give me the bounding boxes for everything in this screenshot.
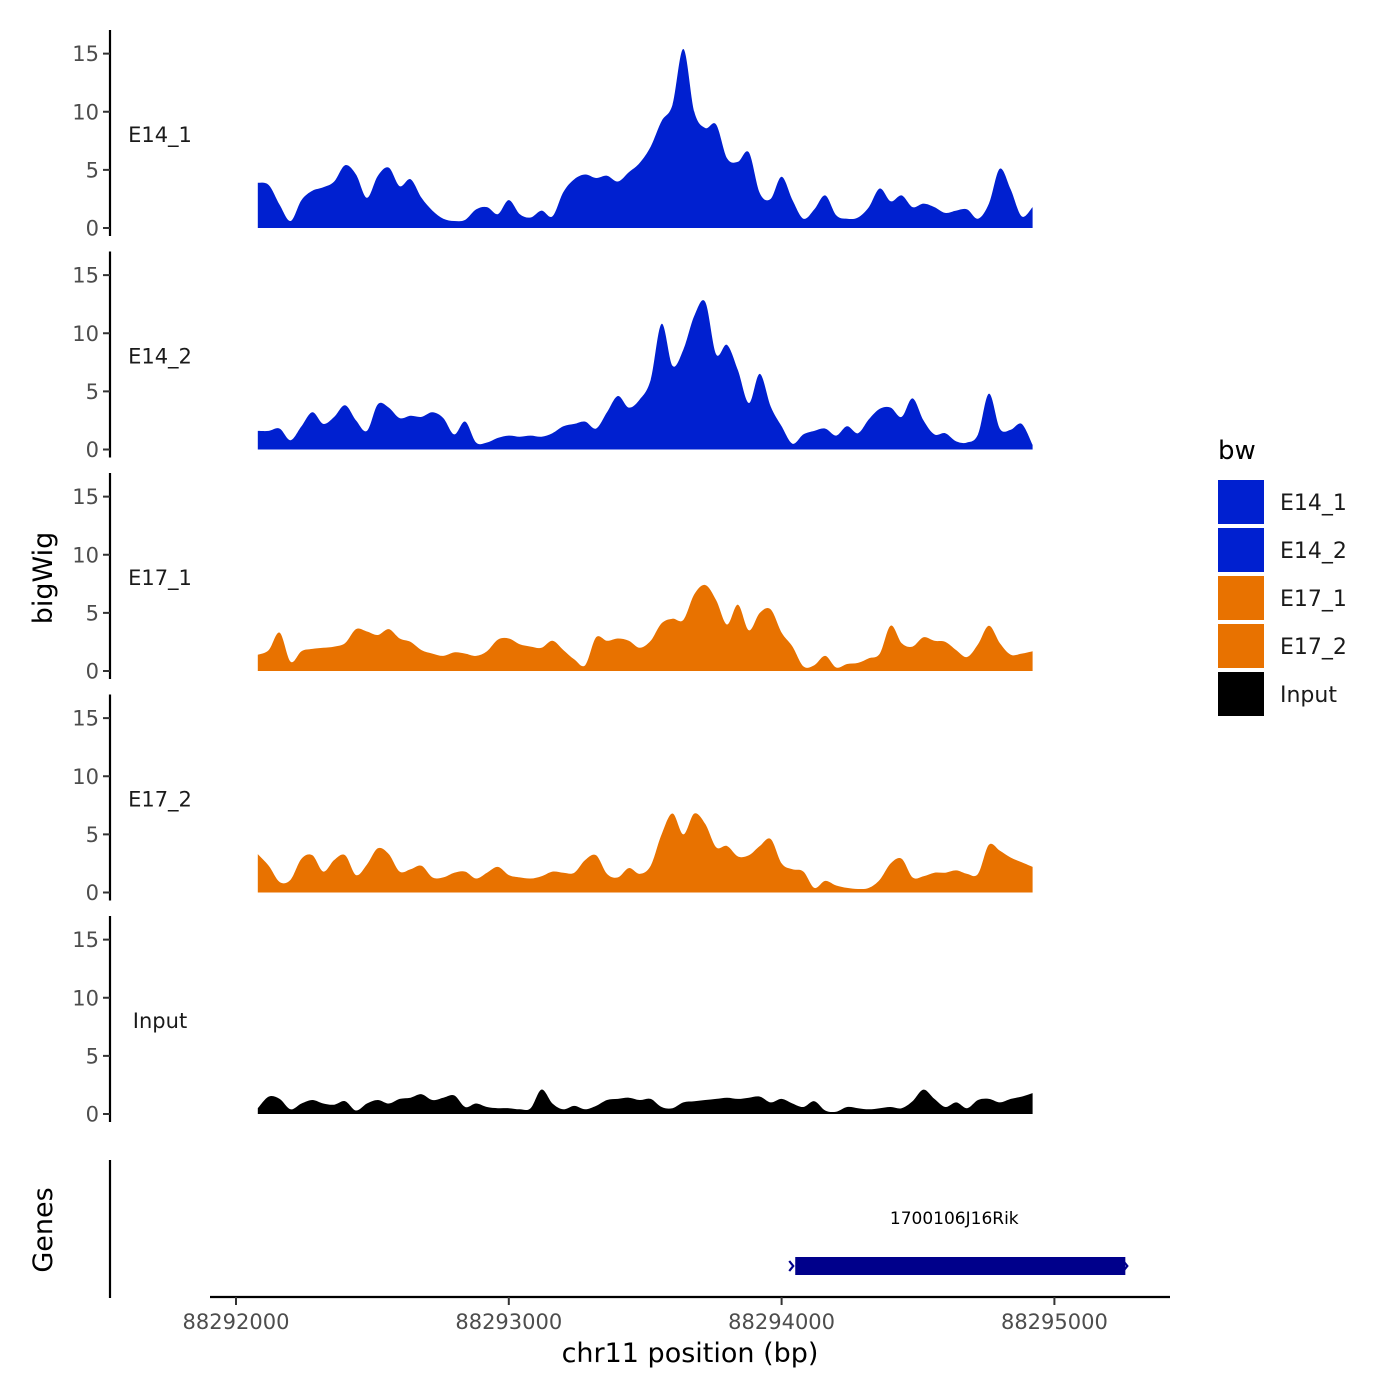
- legend-swatch-input: [1218, 672, 1264, 716]
- track-label-input: Input: [133, 1009, 187, 1033]
- y-tick-label: 15: [72, 485, 99, 509]
- coverage-area-e14-2: [257, 300, 1033, 450]
- legend-swatch-e17-1: [1218, 576, 1264, 620]
- x-axis: 88292000 88293000 88294000 88295000: [183, 1295, 1170, 1334]
- track-label-e17-1: E17_1: [128, 566, 192, 591]
- legend-label-e14-1: E14_1: [1280, 491, 1347, 516]
- y-tick-label: 15: [72, 42, 99, 66]
- y-tick-label: 5: [86, 158, 99, 182]
- coverage-area-e17-1: [257, 584, 1033, 671]
- y-tick-label: 5: [86, 380, 99, 404]
- coverage-area-e17-2: [257, 813, 1033, 893]
- y-axis-title: bigWig: [28, 532, 59, 625]
- legend-label-e14-2: E14_2: [1280, 539, 1347, 564]
- track-e14-1: 0 5 10 15 E14_1: [72, 30, 1033, 241]
- track-e17-2: 0 5 10 15 E17_2: [72, 694, 1033, 905]
- coverage-tracks: 0 5 10 15 E14_1 0 5 10 15 E14_2 0 5 10 15 E17_1 0 5 10 15 E…: [72, 30, 1033, 1127]
- legend-swatch-e14-1: [1218, 480, 1264, 524]
- legend-swatch-e14-2: [1218, 528, 1264, 572]
- legend-label-e17-2: E17_2: [1280, 635, 1347, 660]
- y-tick-label: 0: [86, 438, 99, 462]
- x-tick-label: 88292000: [183, 1310, 290, 1334]
- y-tick-label: 10: [72, 986, 99, 1010]
- y-tick-label: 15: [72, 928, 99, 952]
- legend-title: bw: [1218, 436, 1256, 466]
- x-axis-title: chr11 position (bp): [562, 1338, 819, 1369]
- track-label-e14-1: E14_1: [128, 123, 192, 148]
- y-tick-label: 10: [72, 543, 99, 567]
- strand-arrow: [1122, 1260, 1129, 1272]
- y-tick-label: 0: [86, 217, 99, 241]
- x-tick-label: 88293000: [455, 1310, 562, 1334]
- y-tick-label: 0: [86, 1103, 99, 1127]
- track-label-e14-2: E14_2: [128, 345, 192, 370]
- track-e17-1: 0 5 10 15 E17_1: [72, 473, 1033, 684]
- coverage-area-input: [257, 1089, 1033, 1114]
- y-tick-label: 10: [72, 765, 99, 789]
- legend-label-input: Input: [1280, 683, 1337, 708]
- legend: bw E14_1 E14_2 E17_1 E17_2 Input: [1218, 436, 1347, 716]
- genes-axis-title: Genes: [28, 1187, 59, 1272]
- y-tick-label: 0: [86, 881, 99, 905]
- coverage-area-e14-1: [257, 48, 1033, 228]
- gene-body: [795, 1257, 1126, 1275]
- x-tick-label: 88295000: [1001, 1310, 1108, 1334]
- x-tick-label: 88294000: [728, 1310, 835, 1334]
- gene-1700106j16rik: 1700106J16Rik: [788, 1209, 1129, 1275]
- gene-track: 1700106J16Rik: [108, 1160, 1129, 1298]
- y-tick-label: 15: [72, 707, 99, 731]
- legend-label-e17-1: E17_1: [1280, 587, 1347, 612]
- track-label-e17-2: E17_2: [128, 788, 192, 813]
- y-tick-label: 10: [72, 322, 99, 346]
- y-tick-label: 10: [72, 100, 99, 124]
- y-tick-label: 15: [72, 264, 99, 288]
- y-tick-label: 0: [86, 660, 99, 684]
- track-e14-2: 0 5 10 15 E14_2: [72, 251, 1033, 462]
- strand-arrow: [788, 1260, 795, 1272]
- y-tick-label: 5: [86, 1044, 99, 1068]
- gene-label: 1700106J16Rik: [890, 1209, 1019, 1229]
- y-tick-label: 5: [86, 823, 99, 847]
- legend-swatch-e17-2: [1218, 624, 1264, 668]
- track-input: 0 5 10 15 Input: [72, 916, 1033, 1127]
- y-tick-label: 5: [86, 601, 99, 625]
